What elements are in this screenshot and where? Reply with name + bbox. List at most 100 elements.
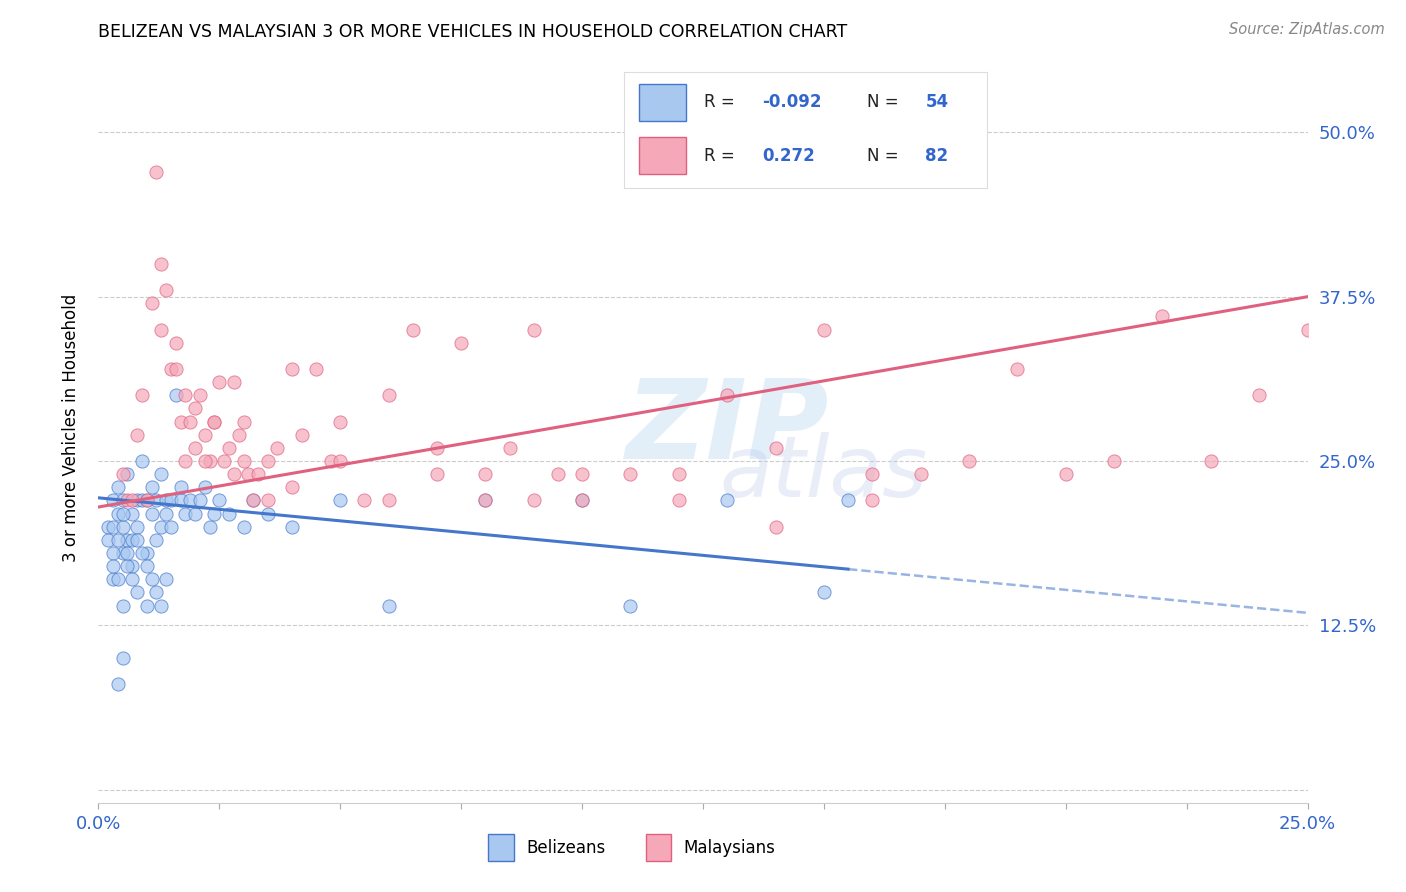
Point [145,165,167,179]
Point [117,493,139,508]
Point [150,467,173,482]
Point [813,322,835,336]
Point [111,520,134,534]
Point [228,427,250,442]
Point [111,493,134,508]
Point [523,322,546,336]
Point [160,493,183,508]
Point [121,572,143,586]
Point [474,493,496,508]
Point [523,493,546,508]
Point [619,467,641,482]
Point [135,546,157,560]
Point [208,493,231,508]
Point [1007,362,1029,376]
Point [101,493,124,508]
Point [765,520,787,534]
Point [117,546,139,560]
Point [377,493,399,508]
Point [188,388,211,402]
Point [141,480,163,494]
Point [208,375,231,389]
Point [1249,388,1271,402]
Point [121,533,143,547]
Point [619,599,641,613]
Point [174,454,197,468]
Point [813,585,835,599]
Point [353,493,375,508]
Point [131,454,153,468]
Point [135,493,157,508]
Point [121,493,143,508]
Point [305,362,328,376]
Point [135,599,157,613]
Point [117,559,139,574]
Point [218,507,240,521]
Point [127,493,149,508]
Point [101,546,124,560]
Point [281,520,304,534]
Point [1152,310,1174,324]
Point [1054,467,1077,482]
Point [204,415,226,429]
Point [117,533,139,547]
Point [101,520,124,534]
Point [107,480,129,494]
Point [135,493,157,508]
Point [174,507,197,521]
Point [1102,454,1125,468]
Point [117,467,139,482]
Point [165,388,187,402]
Point [266,441,288,455]
Point [290,427,312,442]
Point [232,454,254,468]
Point [1296,322,1319,336]
Point [402,322,425,336]
Text: atlas: atlas [720,432,928,515]
Point [179,415,201,429]
Point [121,559,143,574]
Point [155,507,177,521]
Point [188,493,211,508]
Point [837,493,859,508]
Point [668,467,690,482]
Point [247,467,270,482]
Point [174,388,197,402]
Point [377,388,399,402]
Point [204,507,226,521]
Point [184,441,207,455]
Point [111,546,134,560]
Point [238,467,260,482]
Point [765,441,787,455]
Point [107,677,129,691]
Y-axis label: 3 or more Vehicles in Household: 3 or more Vehicles in Household [62,294,80,562]
Point [145,493,167,508]
Point [131,546,153,560]
Text: ZIP: ZIP [626,375,830,482]
Point [121,507,143,521]
Point [194,454,217,468]
Point [107,533,129,547]
Point [184,401,207,416]
Point [319,454,342,468]
Point [165,362,187,376]
Point [107,507,129,521]
Point [179,493,201,508]
Point [571,493,593,508]
Point [242,493,264,508]
Point [281,480,304,494]
Point [101,572,124,586]
Point [256,493,278,508]
Point [860,467,883,482]
Point [141,507,163,521]
Point [377,599,399,613]
Point [127,585,149,599]
Point [668,493,690,508]
Point [150,599,173,613]
Point [150,322,173,336]
Point [169,415,191,429]
Point [160,520,183,534]
Point [145,585,167,599]
Point [198,520,221,534]
Point [716,388,738,402]
